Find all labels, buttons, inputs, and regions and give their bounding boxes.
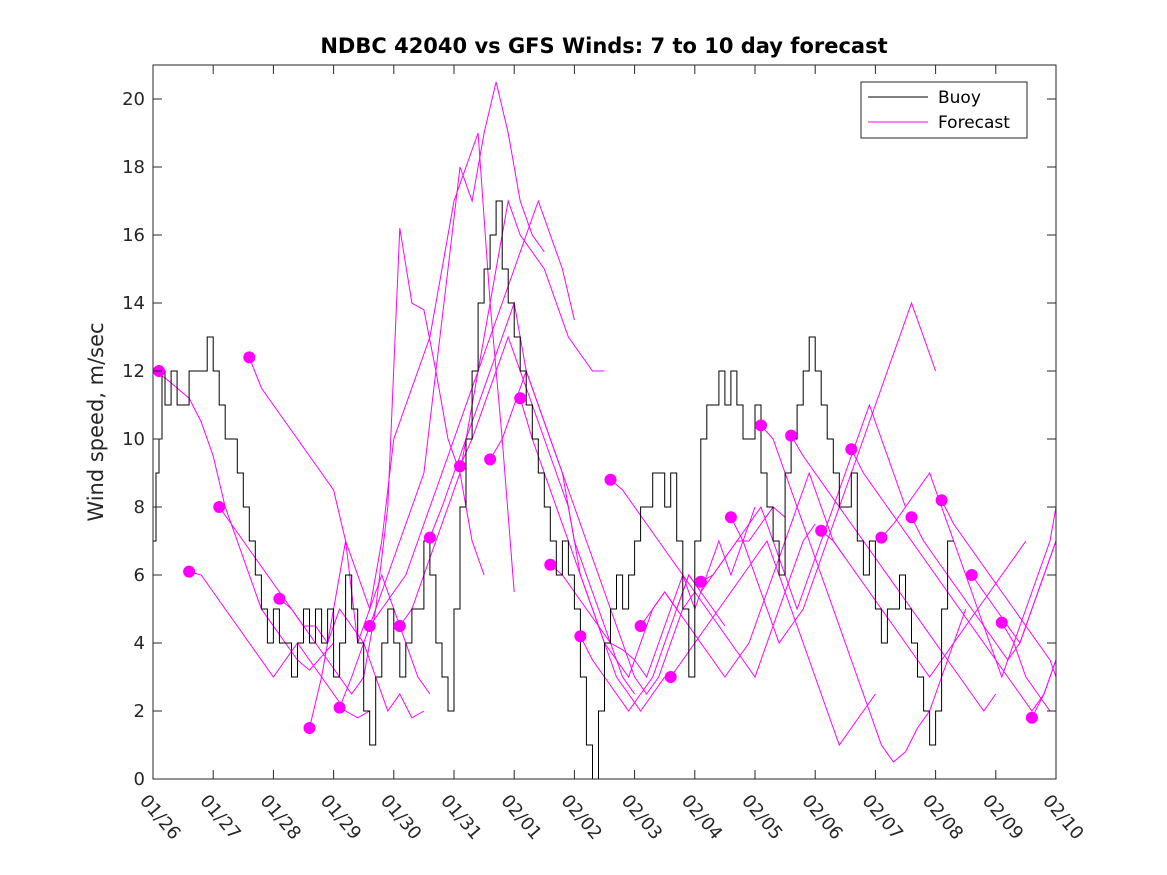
y-tick-label: 12 bbox=[122, 361, 145, 382]
forecast-marker bbox=[333, 701, 346, 714]
forecast-line-4 bbox=[279, 228, 485, 695]
forecast-marker bbox=[995, 616, 1008, 629]
forecast-marker bbox=[243, 351, 256, 364]
forecast-line-13 bbox=[549, 506, 756, 679]
forecast-line-26 bbox=[941, 499, 1057, 678]
forecast-line-0 bbox=[152, 370, 334, 671]
y-tick-label: 6 bbox=[134, 565, 145, 586]
forecast-marker bbox=[694, 575, 707, 588]
forecast-marker bbox=[484, 453, 497, 466]
buoy-line bbox=[153, 200, 954, 780]
y-tick-label: 14 bbox=[122, 293, 145, 314]
y-tick-label: 10 bbox=[122, 429, 145, 450]
y-tick-label: 2 bbox=[134, 701, 145, 722]
forecast-marker bbox=[634, 620, 647, 632]
forecast-line-5 bbox=[309, 132, 515, 729]
chart-title: NDBC 42040 vs GFS Winds: 7 to 10 day for… bbox=[320, 34, 887, 58]
forecast-line-10 bbox=[459, 335, 666, 712]
axes-box bbox=[152, 64, 1057, 780]
forecast-marker bbox=[183, 565, 196, 578]
forecast-line-11 bbox=[489, 369, 696, 695]
forecast-line-27 bbox=[971, 540, 1057, 645]
forecast-marker bbox=[755, 419, 767, 432]
forecast-marker bbox=[965, 569, 978, 581]
legend-label-forecast: Forecast bbox=[938, 113, 1010, 133]
y-tick-label: 18 bbox=[122, 157, 145, 178]
forecast-line-17 bbox=[670, 539, 876, 747]
forecast-line-23 bbox=[850, 448, 1057, 712]
forecast-line-29 bbox=[1031, 659, 1057, 719]
forecast-marker bbox=[393, 620, 406, 632]
forecast-marker bbox=[664, 671, 677, 683]
forecast-line-21 bbox=[790, 435, 997, 712]
forecast-marker bbox=[815, 524, 828, 537]
forecast-marker bbox=[514, 392, 527, 405]
forecast-marker bbox=[454, 460, 466, 473]
forecast-line-16 bbox=[640, 471, 846, 678]
legend: Buoy Forecast bbox=[860, 81, 1028, 139]
forecast-marker bbox=[905, 511, 918, 524]
forecast-marker bbox=[724, 511, 737, 524]
y-axis-label: Wind speed, m/sec bbox=[84, 322, 108, 521]
y-axis: 0 2 4 6 8 10 12 14 16 18 20 bbox=[122, 89, 1056, 790]
forecast-marker bbox=[544, 558, 557, 571]
forecast-marker bbox=[273, 592, 286, 605]
forecast-line-24 bbox=[881, 471, 1057, 679]
forecast-line-22 bbox=[820, 530, 1027, 678]
plot-area bbox=[152, 81, 1057, 780]
forecast-line-18 bbox=[700, 403, 906, 611]
forecast-marker bbox=[935, 494, 948, 507]
y-tick-label: 16 bbox=[122, 225, 145, 246]
forecast-line-20 bbox=[760, 425, 967, 763]
forecast-line-19 bbox=[730, 301, 937, 645]
forecast-marker bbox=[845, 443, 858, 456]
forecast-marker bbox=[1025, 711, 1038, 724]
legend-label-buoy: Buoy bbox=[938, 88, 981, 108]
forecast-marker bbox=[213, 501, 226, 513]
forecast-marker bbox=[604, 473, 617, 486]
forecast-marker bbox=[875, 531, 888, 544]
forecast-marker bbox=[363, 620, 376, 632]
forecast-marker bbox=[574, 630, 587, 643]
y-tick-label: 4 bbox=[134, 633, 145, 654]
forecast-marker bbox=[785, 429, 798, 442]
forecast-line-6 bbox=[339, 81, 545, 708]
forecast-marker bbox=[423, 531, 436, 544]
y-tick-label: 0 bbox=[134, 769, 145, 790]
legend-box bbox=[860, 81, 1028, 139]
forecast-marker bbox=[303, 722, 316, 734]
y-tick-label: 20 bbox=[122, 89, 145, 110]
y-tick-label: 8 bbox=[134, 497, 145, 518]
